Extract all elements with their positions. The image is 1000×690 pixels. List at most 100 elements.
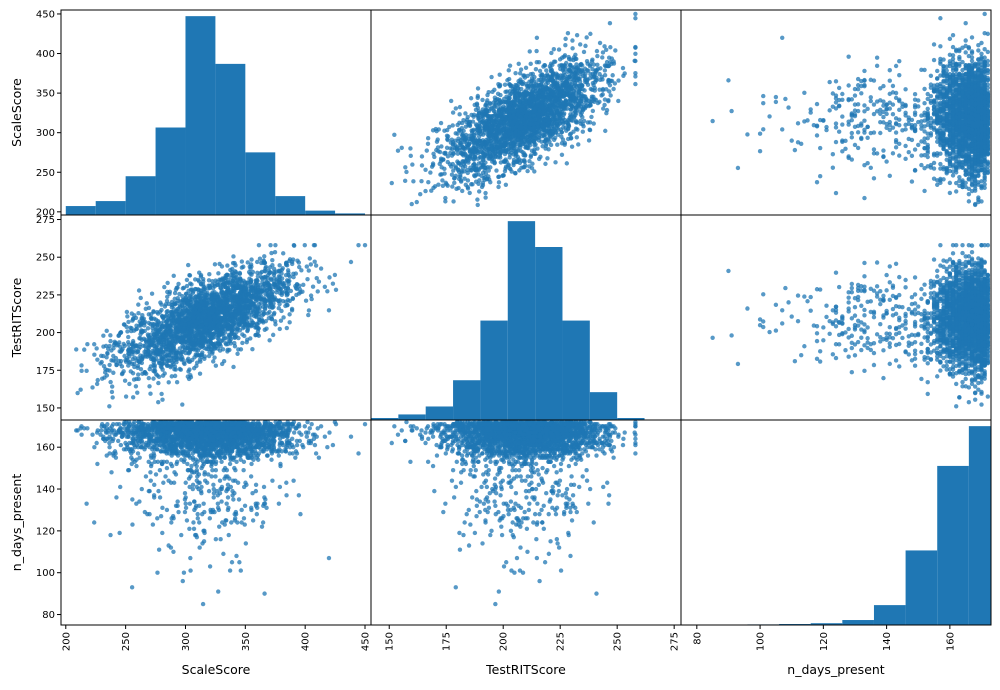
scatter-point [468,156,473,161]
scatter-point [884,159,889,164]
scatter-point [554,123,560,129]
histogram-bar [65,206,96,215]
scatter-point [542,139,547,144]
scatter-point [512,88,518,94]
scatter-point [565,100,570,105]
scatter-point [912,167,918,173]
scatter-point [633,81,638,87]
scatter-point [594,48,600,54]
scatter-point [852,93,858,98]
scatter-point [601,106,606,111]
scatter-point [525,85,531,90]
scatter-point [488,153,493,158]
scatter-point [489,74,494,80]
scatter-point [432,154,437,160]
scatter-point [928,73,934,78]
scatter-point [589,114,594,120]
scatter-point [846,54,851,59]
scatter-point [518,148,523,154]
scatter-point [429,188,434,193]
scatter-point [567,115,572,121]
scatter-point [909,153,915,159]
scatter-point [503,133,508,138]
scatter-point [460,144,466,150]
scatter-point [802,119,807,124]
scatter-point [460,188,465,194]
scatter-point [513,98,518,104]
scatter-point [583,94,588,99]
scatter-point [897,72,902,78]
scatter-point [449,146,455,152]
scatter-point [890,151,896,156]
scatter-point [610,73,615,78]
scatter-point [817,174,823,179]
scatter-point [457,161,463,166]
scatter-point [418,191,423,197]
scatter-point [600,86,606,92]
scatter-point [453,173,459,179]
scatter-point [448,98,454,104]
scatter-point [509,145,514,151]
scatter-point [445,127,450,133]
scatter-point [464,119,469,125]
scatter-point [564,128,569,133]
scatter-point [548,142,554,148]
scatter-point [602,68,608,73]
scatter-point [451,199,456,204]
scatter-point [475,146,481,152]
scatter-point [496,132,502,137]
scatter-point [814,101,820,107]
scatter-point [871,151,877,156]
scatter-point [457,104,463,110]
scatter-point [536,114,541,119]
scatter-point [497,83,503,89]
scatter-point [525,104,530,109]
scatter-point [912,97,918,102]
scatter-point [780,35,785,40]
scatter-point [549,50,554,56]
scatter-point [480,113,485,119]
scatter-point [912,112,918,118]
scatter-point [472,133,477,138]
scatter-point [539,72,545,78]
scatter-point [633,74,638,79]
scatter-point [529,92,535,97]
scatter-point [931,104,937,109]
scatter-point [553,130,559,135]
scatter-point [846,97,851,102]
scatter-point [532,142,537,148]
scatter-point [871,176,877,181]
scatter-point [423,188,428,194]
scatter-point [404,169,409,175]
scatter-point [438,158,444,164]
scatter-point [583,76,588,81]
histogram-bar [335,213,366,215]
scatter-point [578,42,583,47]
scatter-point [871,147,877,152]
scatter-point [985,170,991,176]
scatter-point [966,45,972,50]
scatter-point [570,46,575,51]
scatter-point [478,131,484,137]
scatter-point [454,147,460,153]
scatter-point [912,92,918,97]
scatter-point [607,83,613,88]
scatter-point [881,114,886,120]
scatter-point [517,168,522,173]
scatter-point [941,166,946,172]
scatter-point [449,153,455,158]
scatter-point [534,59,540,65]
scatter-point [919,162,924,168]
scatter-point [633,58,638,64]
scatter-point [552,104,557,109]
scatter-point [583,43,588,49]
scatter-point [802,90,807,95]
scatter-point [878,86,883,91]
scatter-point [408,146,413,151]
scatter-point [931,57,937,63]
scatter-point [411,179,416,184]
scatter-point [473,107,479,112]
scatter-point [602,73,608,78]
scatter-point [449,164,454,169]
scatter-point [494,119,499,124]
